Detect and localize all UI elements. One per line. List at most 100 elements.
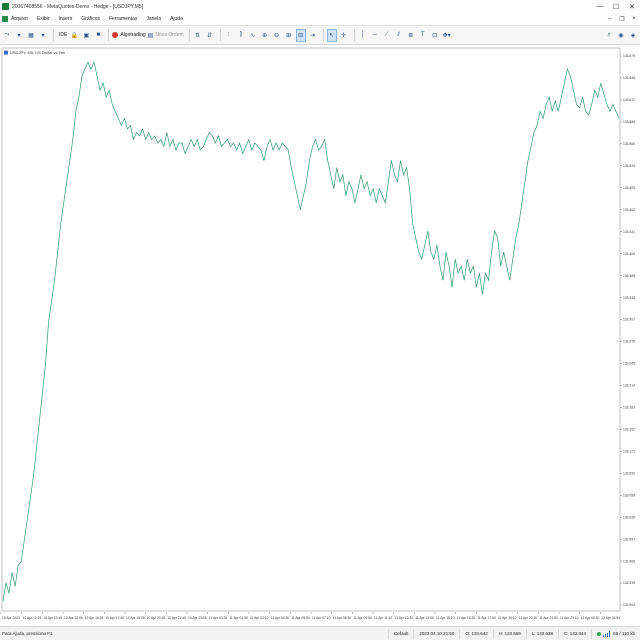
time-label: 11 Apr 23:10 [560,616,579,620]
menu-tools[interactable]: Ferramentas [109,16,138,22]
menu-insert[interactable]: Inserir [58,16,73,22]
stop-icon[interactable]: ■ [96,32,101,38]
time-label: 11 Apr 09:50 [353,616,372,620]
new-order-label: Nova Ordem [155,32,184,38]
chart-shift-icon[interactable]: ⇥ [310,32,316,39]
cursor-icon[interactable]: ↖ [326,28,337,42]
channel-icon[interactable]: ⫽ [397,31,400,38]
maximize-button[interactable]: ☐ [612,3,620,11]
time-label: 11 Apr 19:10 [498,616,517,620]
time-label: 10 Apr 23:05 [188,616,207,620]
menu-bar: Arquivo Exibir Inserir Gráficos Ferramen… [0,13,640,25]
text-tool-icon[interactable]: T [420,32,425,38]
horizontal-line-icon[interactable]: ─ [372,32,377,38]
price-label: 133.214 [623,384,635,388]
price-label: 133.028 [623,515,635,519]
chart-canvas[interactable]: USDJPY, M5: US Dollar vs Yen 133.679 133.6… [0,45,640,612]
shapes-icon[interactable]: ⊡ [432,32,438,39]
more-tools-icon[interactable]: ✥▾ [442,32,451,39]
title-bar: 20067408556 - MetaQuotes-Demo - Hedge - … [0,0,640,13]
new-order-button[interactable]: ▤ Nova Ordem [148,29,184,42]
connection-status[interactable]: 65 / 110 kb [591,628,640,639]
search-icon[interactable]: ⌕ [607,31,611,38]
time-label: 10 Apr 19:05 [126,616,145,620]
depth-of-market-icon[interactable]: ⇅ [195,32,201,39]
menu-view[interactable]: Exibir [36,16,50,22]
menu-help[interactable]: Ajuda [170,16,183,22]
time-label: 10 Apr 21:45 [167,616,186,620]
chart-close-icon[interactable]: × [632,16,636,22]
time-label: 11 Apr 16:30 [457,616,476,620]
zoom-in-icon[interactable]: ⊕ [262,32,268,39]
profiles-icon[interactable]: ▦ [28,32,34,39]
menu-window[interactable]: Janela [146,16,162,22]
open-price: O: 133.642 [459,628,492,639]
ide-label: IDE [59,32,68,38]
time-label: 11 Apr 00:25 [209,616,228,620]
time-label: 11 Apr 11:10 [374,616,392,620]
close-price: C: 133.644 [558,628,591,639]
new-order-icon: ▤ [147,32,154,39]
chart-menu-icon[interactable] [2,16,8,22]
price-label: 133.369 [623,274,635,278]
tile-windows-icon[interactable]: ⊞ [286,32,292,39]
chart-caption: USDJPY, M5: US Dollar vs Yen [10,50,65,55]
algotrading-button[interactable]: Algotrading [112,29,146,42]
mql5-icon[interactable]: ◈ [630,32,636,39]
high-price: H: 133.669 [492,628,526,639]
price-label: 133.617 [623,98,635,102]
account-icon[interactable]: ◉ [618,32,624,39]
price-label: 133.338 [623,296,635,300]
price-line[interactable] [2,60,620,602]
price-label: 133.431 [623,230,635,234]
cursor-datetime: 2023.04.10 21:50 [413,628,459,639]
time-label: 11 Apr 12:30 [395,616,414,620]
time-label: 10 Apr 15:05 [64,616,83,620]
price-label: 133.555 [623,142,635,146]
price-label: 132.935 [623,581,635,585]
time-label: 12 Apr 00:30 [581,616,600,620]
menu-charts[interactable]: Gráficos [81,16,100,22]
price-label: 132.904 [623,603,635,607]
time-label: 11 Apr 03:10 [250,616,269,620]
dropdown-icon[interactable]: ▾ [17,32,21,39]
strategy-tester-icon[interactable]: ▣ [83,32,90,39]
time-label: 11 Apr 01:50 [229,616,248,620]
close-button[interactable]: ✕ [629,3,635,11]
time-label: 10 Apr 20:25 [147,616,166,620]
chart-minimize-icon[interactable]: – [608,16,612,22]
ide-button[interactable]: IDE [57,29,67,42]
dropdown-icon[interactable]: ▾ [41,32,45,39]
lock-icon[interactable]: 🔒 [70,32,79,39]
price-label: 133.586 [623,120,635,124]
profile-name[interactable]: Default [388,628,413,639]
time-label: 10 Apr 13:45 [43,616,62,620]
zoom-out-icon[interactable]: ⊖ [274,32,280,39]
candlestick-chart-icon[interactable]: ⫿ [239,31,242,38]
signal-bars-icon [603,630,611,637]
connection-icon [597,631,602,636]
price-label: 132.997 [623,537,635,541]
new-chart-icon[interactable]: ⤳ [4,31,10,38]
price-label: 133.183 [623,406,635,410]
time-label: 11 Apr 13:50 [415,616,434,620]
vertical-line-icon[interactable]: │ [360,32,365,38]
plot-area [1,47,621,612]
price-label: 133.400 [623,252,635,256]
trendline-icon[interactable]: ⟋ [384,31,389,38]
crosshair-icon[interactable]: ✛ [341,32,347,39]
app-icon [2,3,9,10]
minimize-button[interactable]: — [596,3,604,10]
bar-chart-icon[interactable]: ⫶ [227,31,230,38]
one-click-trading-icon[interactable]: ⇵ [207,32,213,39]
time-label: 10 Apr 17:45 [105,616,124,620]
fibonacci-icon[interactable]: ≣ [408,32,414,39]
price-chart[interactable]: USDJPY, M5: US Dollar vs Yen 133.679 133.6… [0,45,640,612]
time-label: 11 Apr 17:50 [477,616,496,620]
menu-file[interactable]: Arquivo [11,16,28,22]
chart-restore-icon[interactable]: ❐ [619,16,625,23]
auto-scroll-icon[interactable]: ⊟ [295,28,306,42]
line-chart-icon[interactable]: ∿ [250,32,256,39]
symbol-icon [4,50,8,55]
price-label: 133.152 [623,428,635,432]
